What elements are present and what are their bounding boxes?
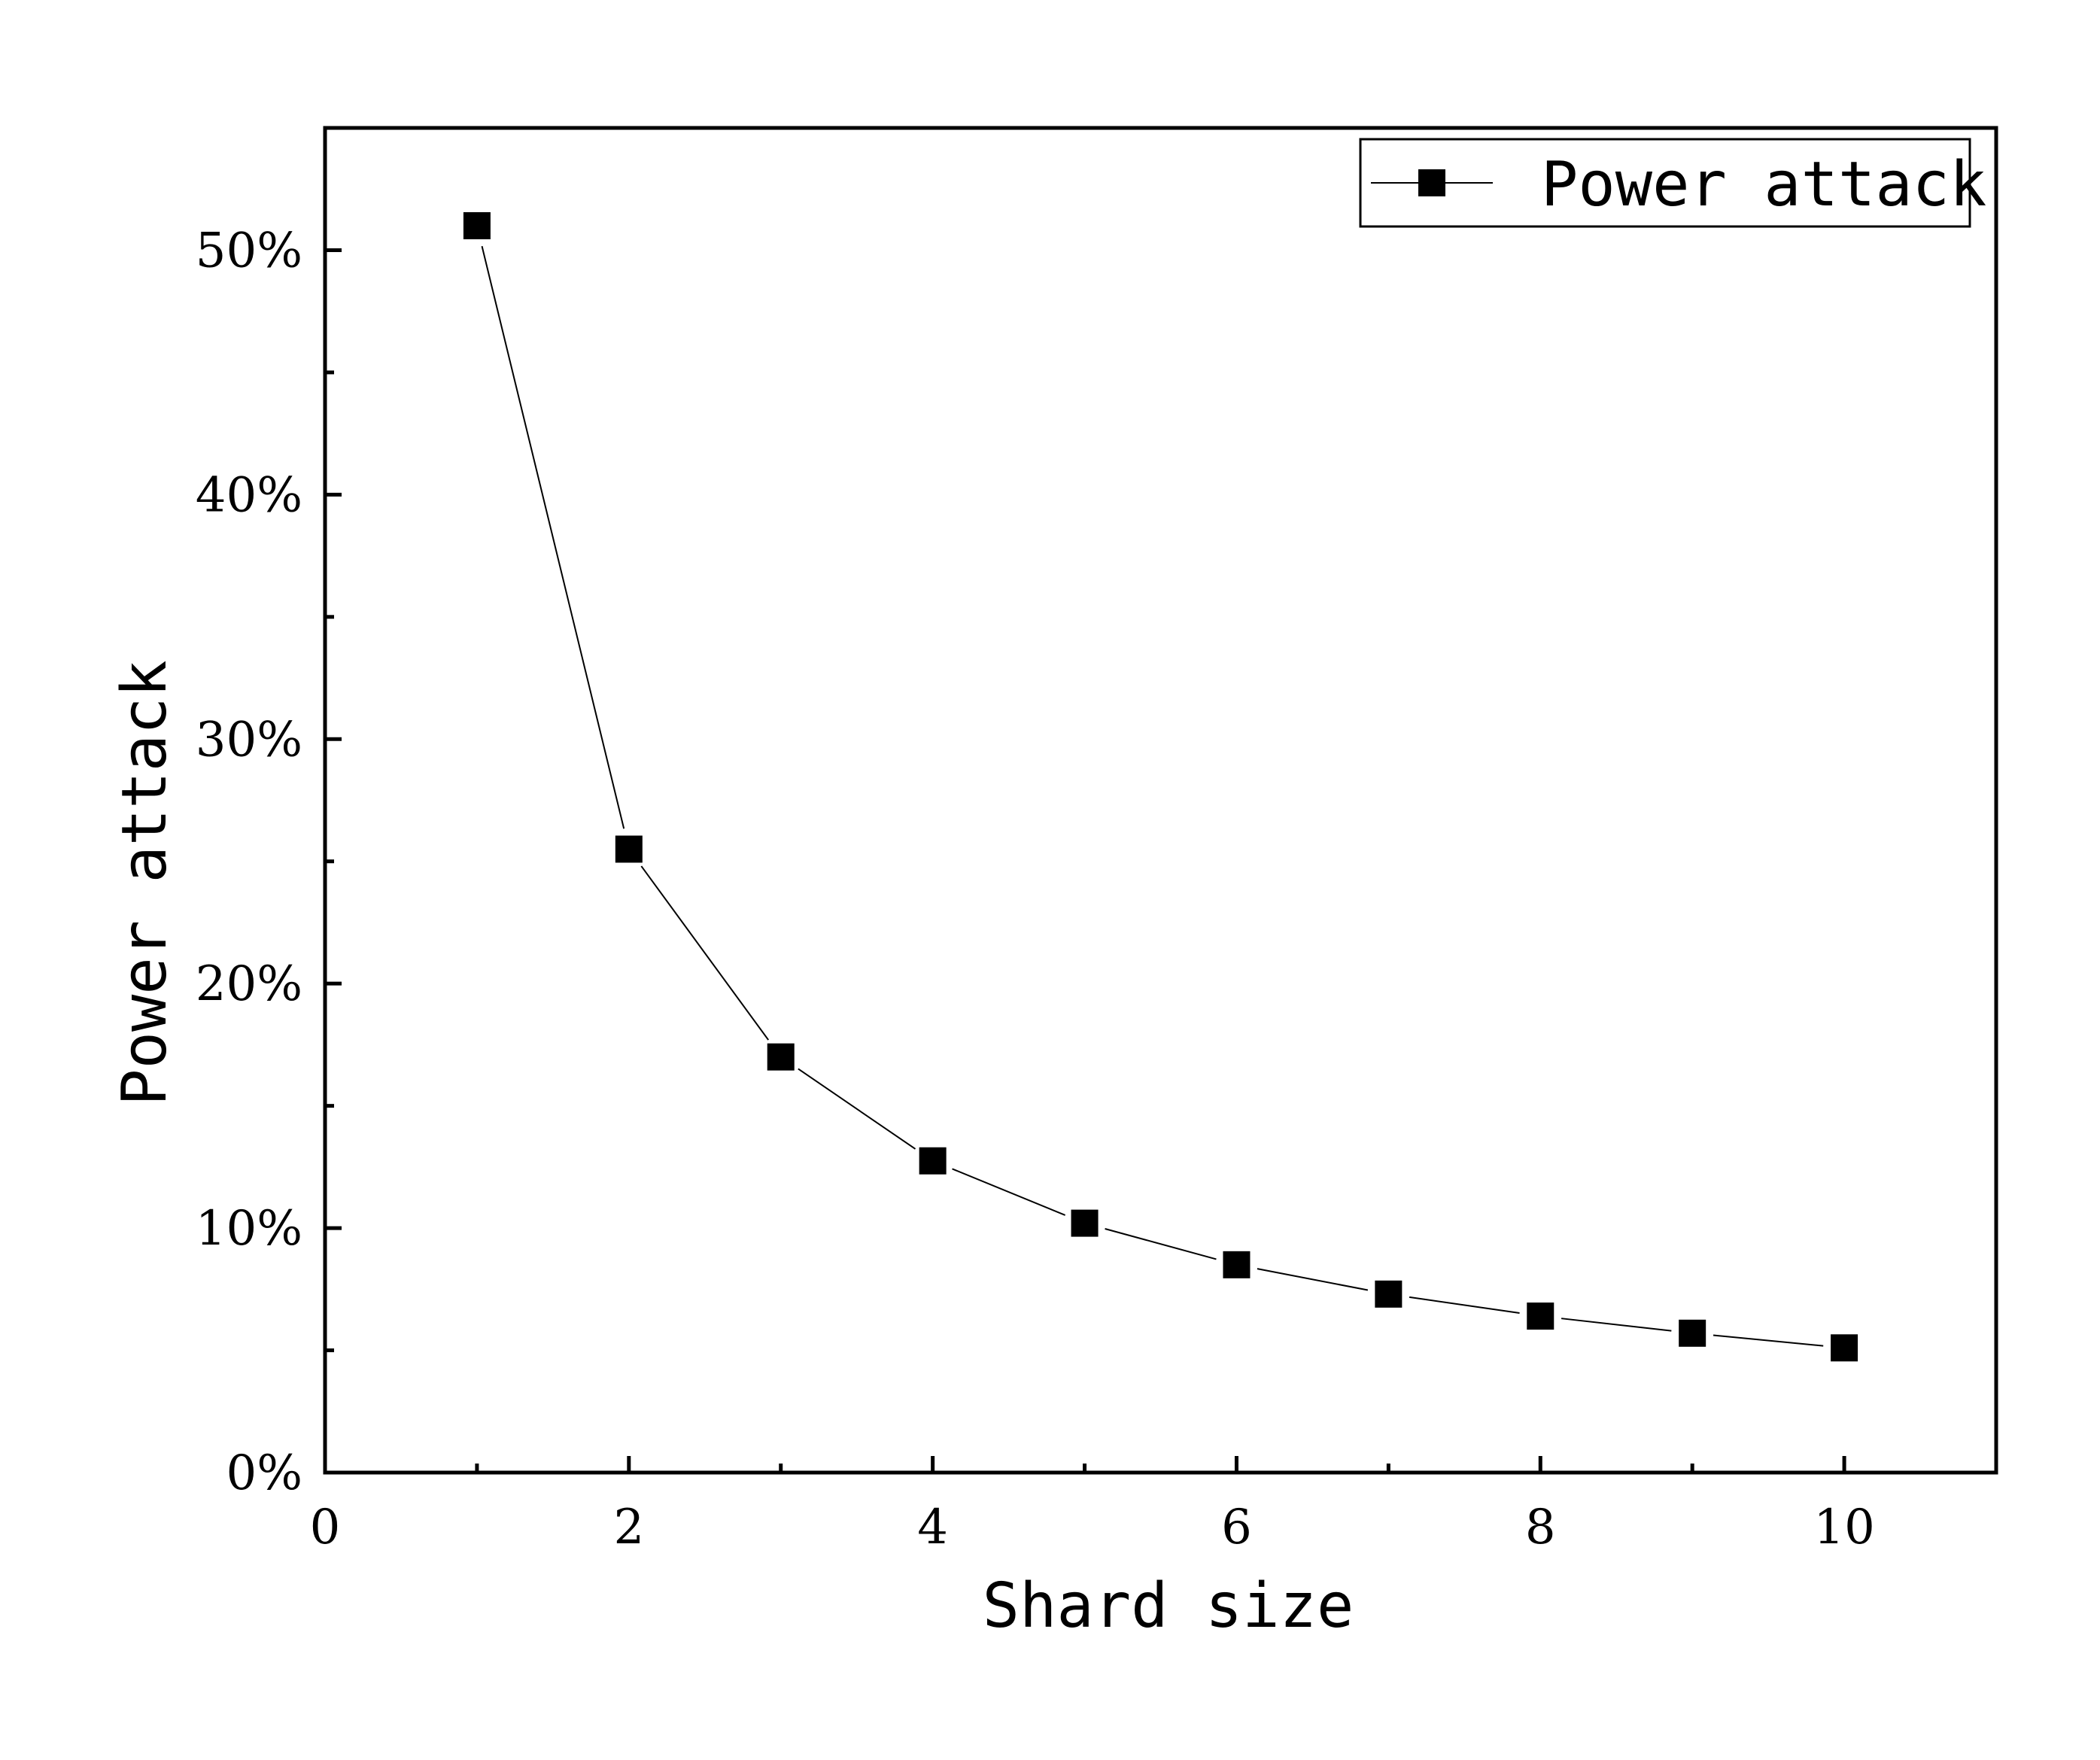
- series-line-segment: [481, 245, 625, 829]
- y-tick-label: 10%: [196, 1201, 302, 1257]
- y-axis-title: Power attack: [109, 660, 181, 1105]
- legend-label: Power attack: [1541, 149, 1986, 220]
- series-line-segment: [1257, 1268, 1369, 1291]
- x-tick-label: 10: [1813, 1500, 1874, 1555]
- y-tick-label: 50%: [196, 223, 302, 278]
- y-tick-label: 30%: [196, 712, 302, 768]
- data-point-marker: [463, 211, 491, 239]
- x-tick-label: 0: [310, 1500, 341, 1555]
- series-line-segment: [1561, 1318, 1672, 1332]
- series-line-segment: [1105, 1228, 1217, 1260]
- series-line-segment: [798, 1068, 916, 1150]
- x-tick-label: 6: [1221, 1500, 1252, 1555]
- legend-marker: [1418, 169, 1445, 196]
- data-point-marker: [1071, 1209, 1099, 1237]
- series-line-segment: [1409, 1296, 1520, 1315]
- y-tick-label: 20%: [196, 956, 302, 1012]
- data-point-marker: [919, 1147, 947, 1175]
- x-axis-title: Shard size: [983, 1570, 1354, 1642]
- data-point-marker: [615, 835, 643, 863]
- series-line-segment: [640, 865, 770, 1041]
- data-point-marker: [1527, 1303, 1554, 1330]
- series-line-segment: [1713, 1334, 1824, 1347]
- y-tick-label: 0%: [226, 1445, 302, 1501]
- x-tick-label: 8: [1525, 1500, 1556, 1555]
- series-line-segment: [952, 1168, 1066, 1216]
- data-point-marker: [1831, 1334, 1858, 1362]
- x-tick-label: 2: [613, 1500, 644, 1555]
- series-layer: [463, 211, 1858, 1362]
- data-point-marker: [1223, 1251, 1251, 1278]
- data-point-marker: [1679, 1319, 1706, 1347]
- legend: Power attack: [1359, 138, 1986, 228]
- data-point-marker: [1375, 1280, 1403, 1308]
- axes: 0 2 4 6 8 10 0% 10% 20% 30% 40% 50%: [196, 126, 1998, 1555]
- data-point-marker: [767, 1043, 795, 1071]
- y-tick-label: 40%: [196, 467, 302, 523]
- plot-frame: [323, 126, 1998, 1475]
- x-tick-label: 4: [917, 1500, 948, 1555]
